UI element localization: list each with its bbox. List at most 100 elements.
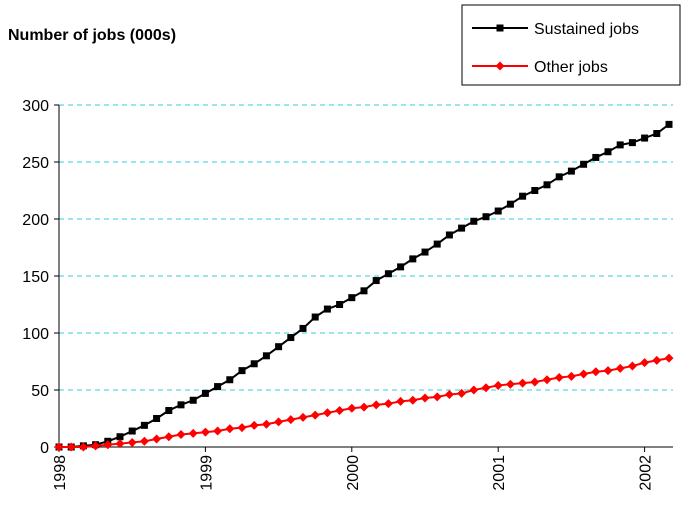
data-point	[189, 396, 197, 404]
data-point	[591, 367, 601, 377]
data-point	[372, 277, 380, 285]
data-point	[127, 437, 137, 447]
data-point	[543, 181, 551, 189]
data-point	[409, 255, 417, 263]
data-point	[470, 217, 478, 225]
data-point	[579, 369, 589, 379]
data-point	[177, 401, 185, 409]
data-point	[250, 360, 258, 368]
data-point	[310, 410, 320, 420]
x-tick-label: 1999	[198, 455, 215, 491]
data-point	[54, 442, 64, 452]
data-point	[322, 408, 332, 418]
data-point	[103, 440, 113, 450]
data-point	[153, 415, 161, 422]
y-tick-label: 0	[40, 440, 49, 457]
data-point	[444, 390, 454, 400]
series-line	[59, 123, 670, 448]
chart-title: Number of jobs (000s)	[8, 27, 176, 44]
data-point	[275, 343, 283, 351]
y-tick-label: 250	[22, 155, 49, 172]
data-point	[566, 371, 576, 381]
data-point	[397, 263, 405, 271]
data-point	[493, 380, 503, 390]
data-point	[140, 421, 148, 429]
data-point	[396, 396, 406, 406]
y-tick-label: 50	[31, 383, 49, 400]
data-point	[432, 392, 442, 402]
data-point	[201, 389, 209, 397]
data-point	[128, 427, 136, 435]
x-tick-label: 2002	[638, 455, 655, 491]
data-point	[287, 334, 295, 342]
data-point	[238, 367, 246, 375]
legend-marker	[495, 61, 505, 71]
data-point	[286, 415, 296, 425]
data-point	[323, 305, 331, 313]
x-tick-label: 2001	[491, 455, 508, 491]
data-point	[445, 231, 453, 239]
data-point	[347, 403, 357, 413]
data-point	[336, 301, 344, 308]
data-point	[592, 153, 600, 161]
data-point	[421, 248, 429, 256]
y-tick-label: 150	[22, 269, 49, 286]
data-point	[348, 294, 356, 302]
data-point	[555, 173, 563, 181]
data-point	[469, 385, 479, 395]
legend-marker	[496, 24, 504, 32]
data-point	[66, 442, 76, 452]
data-point	[640, 358, 650, 368]
legend-label: Sustained jobs	[534, 21, 639, 38]
data-point	[457, 388, 467, 398]
series-line	[59, 357, 670, 448]
data-point	[652, 355, 662, 365]
data-point	[531, 187, 539, 194]
y-tick-label: 100	[22, 326, 49, 343]
legend-box	[461, 4, 681, 86]
data-point	[384, 270, 392, 278]
data-point	[433, 240, 441, 248]
data-point	[603, 366, 613, 376]
data-point	[214, 383, 222, 391]
data-point	[78, 442, 88, 452]
data-point	[494, 207, 502, 215]
data-point	[200, 427, 210, 437]
data-point	[226, 376, 234, 384]
data-point	[408, 395, 418, 405]
data-point	[237, 423, 247, 433]
data-point	[641, 134, 649, 142]
data-point	[604, 148, 612, 156]
data-point	[615, 363, 625, 373]
data-point	[165, 407, 173, 415]
x-tick-label: 1998	[52, 455, 69, 491]
data-point	[261, 419, 271, 429]
data-point	[188, 428, 198, 438]
data-point	[262, 352, 270, 360]
data-point	[542, 375, 552, 385]
data-point	[213, 426, 223, 436]
data-point	[580, 160, 588, 168]
data-point	[653, 130, 661, 137]
data-point	[176, 429, 186, 439]
data-point	[627, 361, 637, 371]
data-point	[360, 287, 368, 295]
data-point	[420, 393, 430, 403]
data-point	[225, 424, 235, 434]
data-point	[359, 402, 369, 412]
data-point	[482, 213, 490, 221]
data-point	[481, 383, 491, 393]
data-point	[274, 417, 284, 427]
data-point	[567, 167, 575, 175]
x-tick-label: 2000	[345, 455, 362, 491]
data-point	[505, 379, 515, 389]
data-point	[554, 372, 564, 382]
data-point	[616, 141, 624, 149]
data-point	[519, 192, 527, 200]
data-point	[458, 224, 466, 232]
data-point	[518, 378, 528, 388]
data-point	[164, 432, 174, 442]
data-point	[628, 139, 636, 147]
data-point	[506, 200, 514, 208]
data-point	[383, 399, 393, 409]
